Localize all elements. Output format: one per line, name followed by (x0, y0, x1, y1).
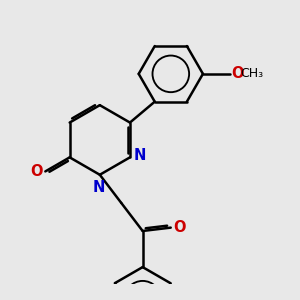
Text: N: N (92, 180, 105, 195)
Text: O: O (30, 164, 43, 179)
Text: O: O (173, 220, 186, 235)
Text: N: N (133, 148, 146, 163)
Text: O: O (231, 66, 244, 81)
Text: CH₃: CH₃ (240, 68, 263, 80)
